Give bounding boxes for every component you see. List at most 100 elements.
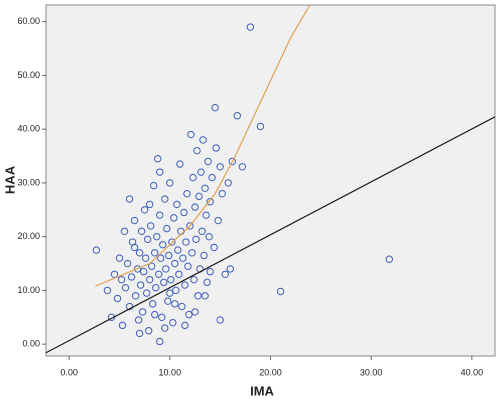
y-tick-label: 10.00 xyxy=(17,285,40,295)
point xyxy=(154,155,162,163)
point xyxy=(148,262,156,270)
point xyxy=(151,249,159,257)
point xyxy=(174,246,182,254)
point xyxy=(151,310,159,319)
y-tick-label: 50.00 xyxy=(17,70,40,80)
point xyxy=(385,255,393,263)
x-tick-label: 40.00 xyxy=(461,367,484,377)
point xyxy=(165,251,173,260)
point xyxy=(226,265,234,273)
point xyxy=(150,181,158,190)
point xyxy=(171,300,179,308)
point xyxy=(212,144,220,152)
point xyxy=(153,232,161,241)
point xyxy=(166,289,174,297)
point xyxy=(183,189,191,198)
point xyxy=(205,232,213,241)
line xyxy=(46,116,495,354)
point xyxy=(170,214,178,222)
point xyxy=(125,195,134,203)
point xyxy=(167,275,175,284)
point xyxy=(159,241,167,249)
point xyxy=(246,23,255,31)
point xyxy=(206,198,214,206)
point xyxy=(140,206,149,214)
point xyxy=(189,173,197,182)
point xyxy=(158,313,166,321)
point xyxy=(155,270,163,278)
point xyxy=(221,270,229,278)
point xyxy=(146,222,155,230)
point xyxy=(238,163,247,171)
y-tick-label: 30.00 xyxy=(17,177,40,187)
point xyxy=(276,287,285,296)
x-tick-label: 20.00 xyxy=(259,367,282,377)
point xyxy=(224,179,232,187)
point xyxy=(168,238,176,246)
point xyxy=(197,168,205,176)
point xyxy=(145,200,154,209)
point xyxy=(143,235,152,244)
x-tick-label: 0.00 xyxy=(60,367,78,377)
point xyxy=(115,254,124,262)
point xyxy=(176,160,184,168)
point xyxy=(188,249,196,257)
point xyxy=(130,216,139,225)
point xyxy=(190,275,198,284)
point xyxy=(145,275,154,284)
point xyxy=(121,284,130,292)
point xyxy=(118,321,127,330)
point xyxy=(214,216,222,225)
y-tick-label: 20.00 xyxy=(17,231,40,241)
point xyxy=(211,103,219,112)
point xyxy=(117,275,126,284)
point xyxy=(169,318,177,327)
point xyxy=(157,254,165,262)
point xyxy=(199,136,207,144)
point xyxy=(139,267,148,276)
point xyxy=(133,265,142,273)
point xyxy=(193,146,201,155)
point xyxy=(163,224,171,233)
y-axis-title: HAA xyxy=(2,165,17,194)
point xyxy=(194,292,202,300)
point xyxy=(160,278,168,287)
point xyxy=(202,211,210,219)
y-tick-label: 60.00 xyxy=(17,16,40,26)
point xyxy=(171,259,179,268)
line xyxy=(95,5,311,287)
point xyxy=(113,294,122,303)
point xyxy=(127,273,136,281)
x-tick-label: 10.00 xyxy=(159,367,182,377)
point xyxy=(201,292,209,300)
point xyxy=(135,329,144,338)
point xyxy=(178,302,186,311)
x-axis-title: IMA xyxy=(250,383,274,398)
point xyxy=(166,179,174,187)
point xyxy=(203,278,211,287)
point xyxy=(173,200,181,209)
point xyxy=(164,297,172,305)
point xyxy=(110,270,119,278)
point xyxy=(191,308,199,316)
point xyxy=(156,211,164,219)
y-tick-label: 0.00 xyxy=(22,339,40,349)
point xyxy=(149,300,157,308)
point xyxy=(137,227,146,235)
y-tick-label: 40.00 xyxy=(17,124,40,134)
point xyxy=(206,267,214,276)
point xyxy=(187,130,195,139)
point xyxy=(134,316,143,324)
point xyxy=(156,337,164,346)
point xyxy=(156,168,164,176)
point xyxy=(216,163,224,171)
point xyxy=(179,254,187,262)
point xyxy=(210,243,218,252)
point xyxy=(152,284,160,292)
point xyxy=(192,235,200,244)
point xyxy=(185,310,193,319)
point xyxy=(120,227,129,235)
point xyxy=(195,192,203,201)
point xyxy=(172,286,180,295)
